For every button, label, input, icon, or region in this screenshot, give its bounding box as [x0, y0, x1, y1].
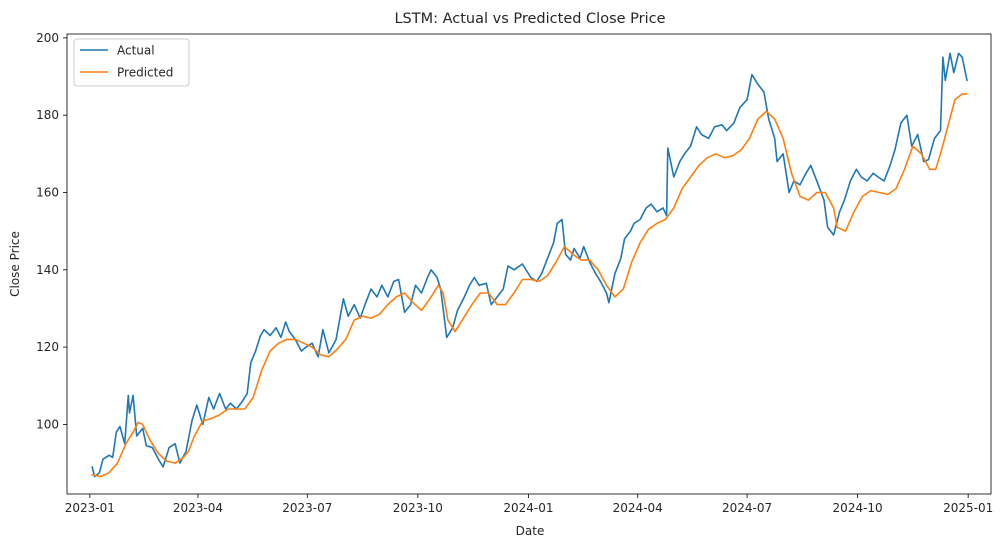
x-tick-label: 2024-07 [722, 501, 772, 515]
x-tick-label: 2024-04 [613, 501, 663, 515]
series-line-predicted [91, 93, 968, 478]
x-tick-label: 2024-01 [503, 501, 553, 515]
chart-title: LSTM: Actual vs Predicted Close Price [394, 11, 665, 27]
y-tick-label: 180 [36, 108, 59, 122]
plot-frame [66, 33, 992, 495]
y-tick-label: 160 [36, 185, 59, 199]
y-axis-ticks: 100 120 140 160 180 200 [36, 31, 67, 431]
y-tick-label: 120 [36, 340, 59, 354]
y-tick-label: 200 [36, 31, 59, 45]
x-axis-title: Date [516, 524, 545, 538]
y-axis-title: Close Price [8, 231, 22, 297]
x-tick-label: 2023-10 [393, 501, 443, 515]
legend-label-predicted: Predicted [117, 66, 173, 80]
series-line-actual [91, 52, 968, 478]
x-axis-ticks: 2023-01 2023-04 2023-07 2023-10 2024-01 2024-… [65, 494, 993, 515]
x-tick-label: 2024-10 [833, 501, 883, 515]
legend-label-actual: Actual [117, 44, 155, 58]
y-tick-label: 140 [36, 263, 59, 277]
plot-area [91, 52, 968, 478]
x-tick-label: 2023-07 [282, 501, 332, 515]
x-tick-label: 2023-04 [173, 501, 223, 515]
x-tick-label: 2025-01 [943, 501, 993, 515]
y-tick-label: 100 [36, 417, 59, 431]
legend: Actual Predicted [73, 38, 190, 87]
x-tick-label: 2023-01 [65, 501, 115, 515]
